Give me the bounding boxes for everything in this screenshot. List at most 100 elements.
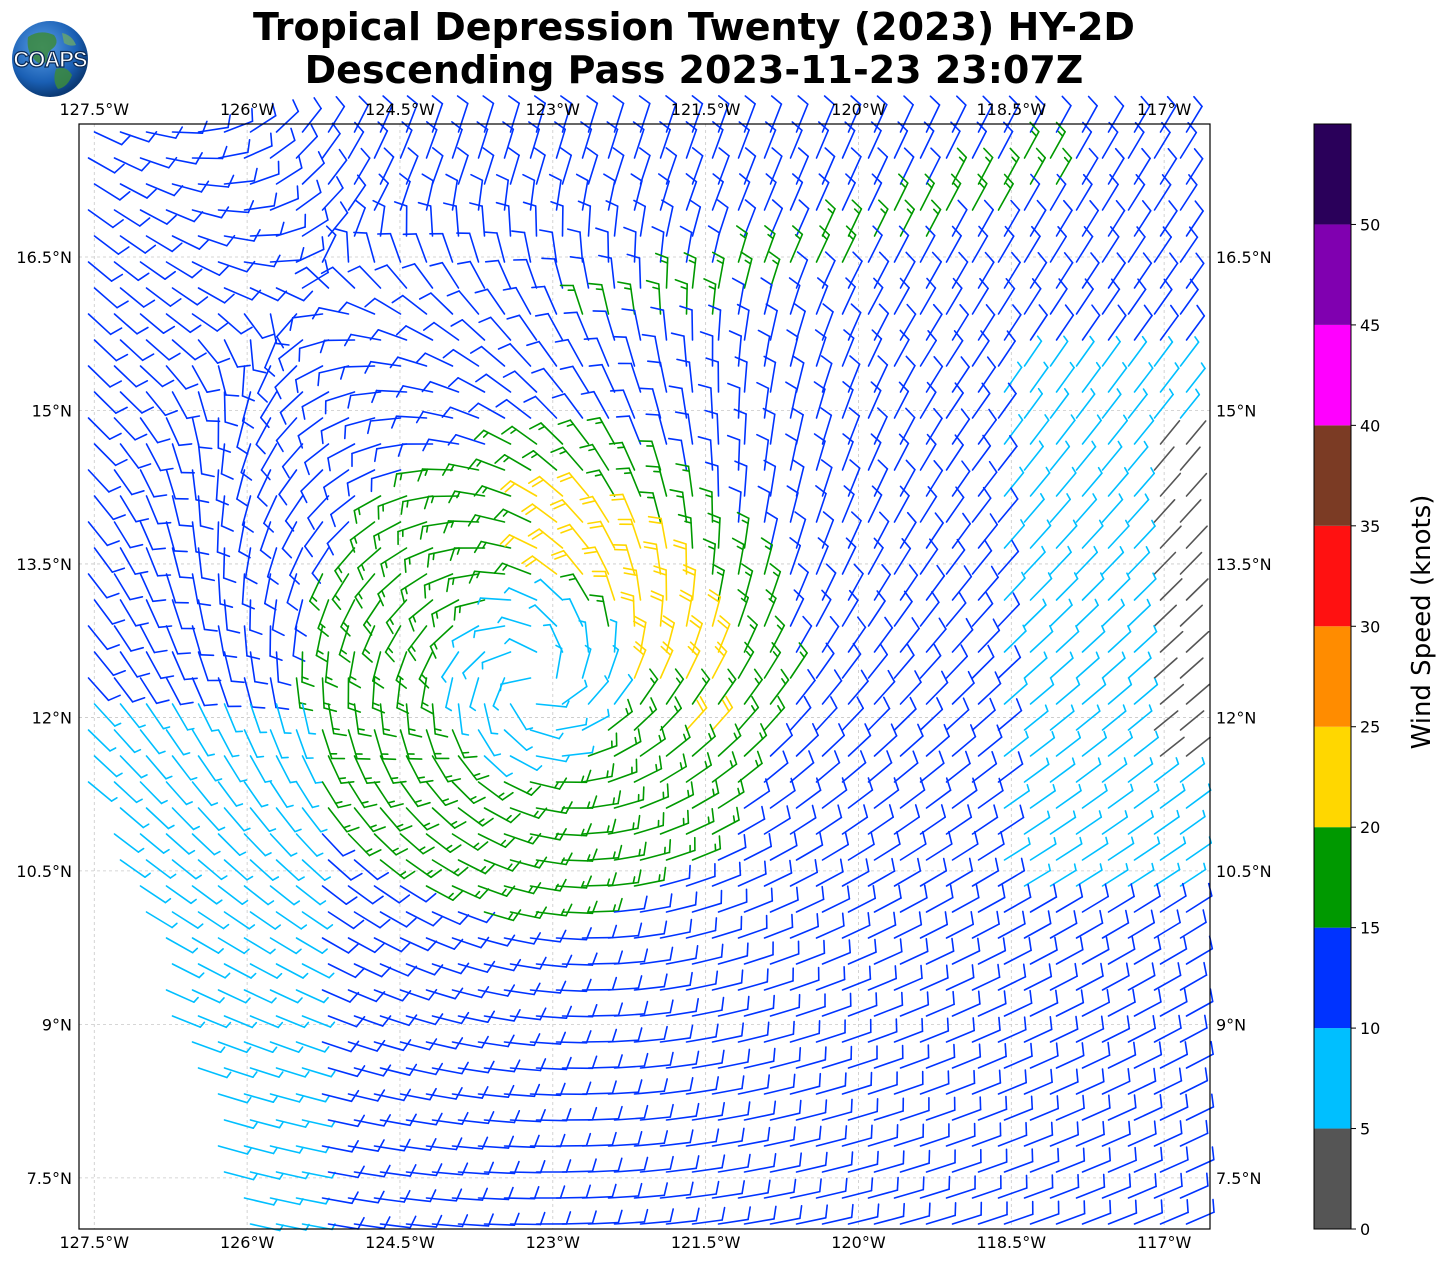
wind-barb	[425, 121, 438, 159]
wind-barb	[502, 286, 532, 315]
wind-barb	[737, 641, 755, 679]
wind-barb	[347, 729, 371, 760]
wind-barb	[815, 1019, 846, 1043]
wind-barb	[171, 651, 198, 681]
wind-barb	[415, 352, 454, 367]
wind-barb	[139, 521, 166, 551]
wind-barb	[971, 330, 990, 367]
wind-barb	[815, 589, 832, 627]
wind-barb	[321, 225, 337, 263]
wind-barb	[353, 859, 390, 881]
wind-barb	[509, 703, 534, 731]
wind-barb	[1101, 909, 1130, 939]
wind-barb	[717, 1206, 752, 1225]
wind-barb	[191, 261, 230, 277]
wind-barb	[1133, 362, 1154, 393]
wind-barb	[347, 937, 385, 954]
wind-barb	[389, 356, 428, 369]
wind-barb	[1179, 226, 1199, 263]
wind-barb	[294, 365, 324, 394]
wind-barb	[609, 389, 636, 419]
wind-barb	[1049, 704, 1075, 731]
colorbar-bin	[1314, 726, 1351, 828]
wind-barb	[431, 807, 467, 829]
wind-barb	[815, 121, 830, 159]
wind-barb	[1127, 226, 1146, 263]
wind-barb	[462, 651, 486, 680]
wind-barb	[795, 777, 822, 809]
wind-barb	[633, 641, 647, 679]
wind-barb	[607, 644, 620, 679]
wind-barb	[945, 1017, 976, 1043]
wind-barb	[743, 832, 773, 861]
wind-barb	[1029, 1042, 1059, 1069]
wind-barb	[535, 755, 570, 763]
wind-barb	[274, 365, 298, 400]
wind-barb	[535, 1159, 572, 1173]
wind-barb	[477, 781, 514, 801]
wind-barb	[1153, 909, 1181, 939]
wind-barb	[945, 173, 962, 211]
wind-barb	[347, 1139, 385, 1152]
wind-barb	[457, 960, 496, 973]
lon-tick-label-top: 123°W	[526, 100, 581, 119]
wind-barb	[503, 982, 541, 996]
wind-barb	[639, 725, 666, 757]
wind-barb	[483, 1008, 521, 1022]
wind-barb	[321, 885, 358, 906]
wind-barb	[1179, 1067, 1209, 1095]
wind-barb	[899, 884, 928, 913]
wind-barb	[607, 1182, 643, 1199]
wind-barb	[847, 563, 864, 601]
wind-barb	[847, 511, 862, 549]
wind-barb	[841, 696, 865, 731]
wind-barb	[659, 1129, 694, 1147]
wind-barb	[1003, 677, 1028, 705]
wind-barb	[269, 625, 283, 662]
wind-barb	[1075, 440, 1097, 471]
wind-barb	[1127, 1014, 1156, 1043]
wind-barb	[873, 1044, 904, 1069]
wind-barb	[220, 443, 234, 480]
wind-barb	[1101, 335, 1121, 367]
wind-barb	[556, 472, 590, 497]
wind-barb	[977, 565, 999, 601]
wind-barb	[789, 1125, 822, 1147]
wind-barb	[821, 1098, 853, 1121]
wind-barb	[587, 1002, 624, 1017]
wind-barb	[613, 1156, 649, 1173]
wind-barb	[815, 1125, 848, 1147]
wind-barb	[501, 425, 538, 445]
wind-barb	[1107, 252, 1126, 289]
wind-barb	[769, 993, 801, 1017]
wind-barb	[699, 331, 714, 367]
wind-barb	[442, 348, 480, 367]
wind-barb	[1133, 519, 1156, 549]
wind-barb	[467, 458, 506, 471]
wind-barb	[493, 508, 532, 523]
wind-barb	[977, 304, 996, 341]
wind-barb	[1179, 862, 1207, 887]
wind-barb	[691, 668, 711, 705]
wind-barb	[899, 355, 916, 393]
wind-barb	[1049, 810, 1077, 835]
wind-barb	[847, 723, 872, 757]
wind-barb	[139, 417, 171, 444]
wind-barb	[113, 157, 152, 172]
wind-barb	[512, 258, 538, 289]
wind-barb	[893, 537, 912, 575]
wind-barb	[697, 435, 714, 471]
wind-barb	[737, 1021, 770, 1043]
wind-barb	[1101, 651, 1126, 679]
wind-barb	[841, 858, 870, 887]
wind-barb	[1127, 335, 1148, 367]
wind-barb	[1101, 173, 1119, 211]
wind-barb	[87, 677, 121, 702]
wind-barb	[925, 199, 942, 237]
wind-barb	[1023, 704, 1049, 731]
wind-barb	[269, 1041, 304, 1053]
wind-barb	[731, 537, 745, 575]
wind-barb	[587, 1105, 623, 1121]
wind-barb	[867, 1018, 898, 1043]
wind-barb	[613, 948, 649, 965]
